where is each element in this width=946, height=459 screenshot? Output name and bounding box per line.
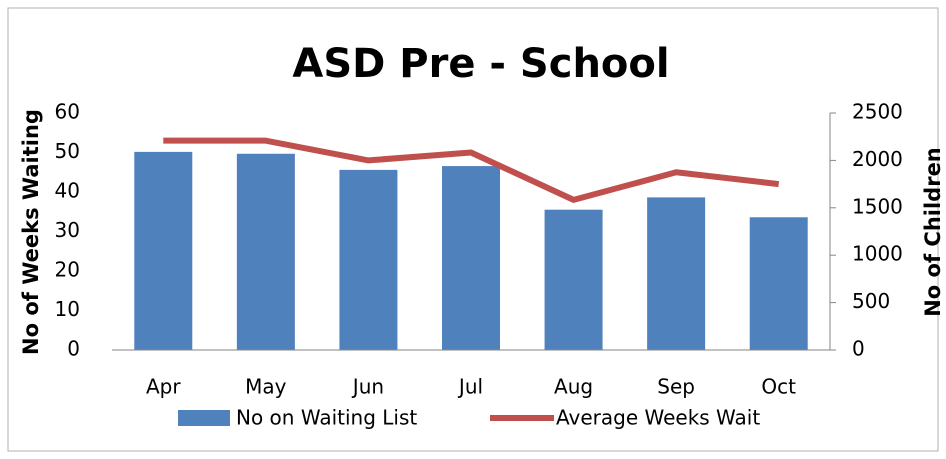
x-tick-label: May [245, 375, 287, 399]
legend-swatch [178, 410, 230, 426]
y2-tick-label: 2000 [852, 147, 903, 171]
legend-label: No on Waiting List [236, 406, 417, 430]
y2-tick-label: 1500 [852, 194, 903, 218]
bar [749, 217, 808, 350]
bar [647, 197, 706, 350]
bar [442, 166, 500, 350]
line [163, 137, 780, 203]
y-tick-label: 20 [55, 258, 80, 282]
y2-tick-label: 0 [852, 337, 865, 361]
x-tick-label: Aug [554, 375, 593, 399]
x-tick-label: Jun [351, 375, 384, 399]
x-tick-label: Apr [146, 375, 181, 399]
y2-tick-label: 500 [852, 289, 890, 313]
x-tick-label: Jul [457, 375, 483, 399]
chart-title: ASD Pre - School [292, 41, 669, 87]
bar [339, 169, 398, 350]
y-tick-label: 0 [67, 337, 80, 361]
y2-tick-label: 1000 [852, 242, 903, 266]
bar [544, 209, 603, 350]
bar [134, 151, 193, 350]
y-tick-label: 10 [55, 297, 80, 321]
y-tick-label: 30 [55, 218, 80, 242]
y-tick-label: 40 [55, 179, 80, 203]
y-tick-label: 60 [55, 100, 80, 124]
y-axis-label: No of Weeks Waiting [19, 109, 43, 355]
y2-tick-label: 2500 [852, 100, 903, 124]
legend-label: Average Weeks Wait [556, 406, 760, 430]
y2-axis-label: No of Children [921, 147, 945, 317]
x-tick-label: Oct [761, 375, 796, 399]
y-tick-label: 50 [55, 139, 80, 163]
bar [236, 153, 295, 350]
x-tick-label: Sep [657, 375, 695, 399]
